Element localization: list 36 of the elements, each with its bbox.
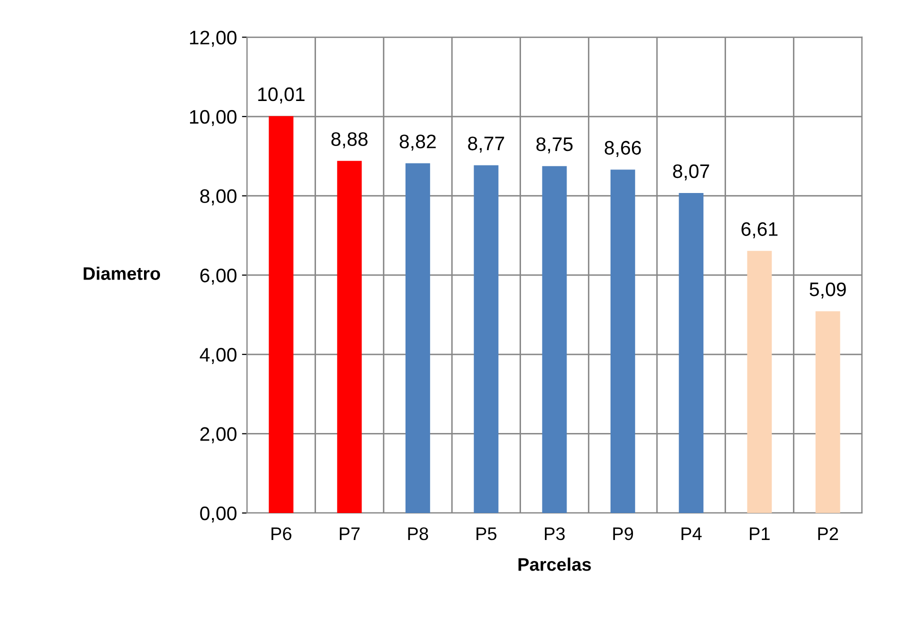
x-axis-title: Parcelas bbox=[518, 558, 591, 571]
y-tick-label: 6,00 bbox=[200, 268, 236, 285]
y-axis-title: Diametro bbox=[84, 266, 160, 280]
y-tick-label: 0,00 bbox=[200, 506, 236, 523]
data-label: 5,09 bbox=[810, 282, 846, 299]
bar bbox=[542, 166, 567, 514]
bar bbox=[610, 170, 636, 514]
y-tick-label: 8,00 bbox=[200, 189, 236, 206]
x-tick-label: P4 bbox=[682, 528, 702, 540]
data-label: 8,88 bbox=[331, 132, 368, 148]
bar bbox=[474, 165, 498, 514]
x-tick-label: P8 bbox=[408, 527, 428, 540]
x-tick-label: P1 bbox=[750, 528, 770, 540]
x-tick-label: P9 bbox=[613, 527, 633, 540]
x-tick-label: P2 bbox=[818, 527, 838, 540]
data-label: 8,66 bbox=[604, 140, 641, 157]
data-label: 8,07 bbox=[673, 164, 710, 180]
bar bbox=[747, 250, 772, 514]
x-tick-label: P7 bbox=[340, 528, 360, 540]
data-label: 8,77 bbox=[468, 136, 504, 153]
y-tick-label: 2,00 bbox=[200, 427, 236, 444]
y-tick-label: 10,00 bbox=[190, 110, 236, 126]
bar bbox=[268, 116, 294, 514]
y-tick-label: 12,00 bbox=[190, 30, 236, 47]
data-label: 10,01 bbox=[258, 87, 304, 104]
bar bbox=[816, 311, 840, 514]
bar bbox=[405, 163, 430, 514]
bar bbox=[337, 160, 362, 514]
x-tick-label: P3 bbox=[544, 527, 565, 540]
data-label: 8,82 bbox=[400, 134, 436, 151]
data-label: 8,75 bbox=[536, 137, 573, 154]
x-tick-label: P5 bbox=[476, 528, 496, 540]
x-tick-label: P6 bbox=[272, 527, 292, 540]
data-label: 6,61 bbox=[742, 222, 778, 238]
bar bbox=[678, 193, 704, 514]
y-tick-label: 4,00 bbox=[200, 348, 236, 364]
